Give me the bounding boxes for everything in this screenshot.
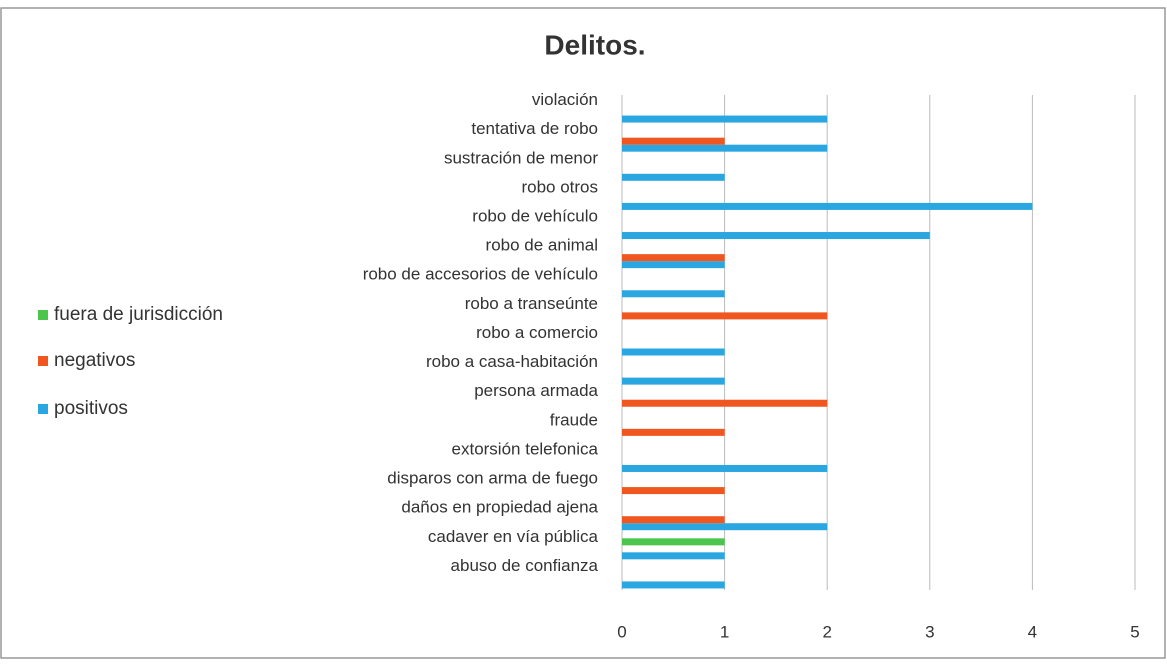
- bar: [622, 312, 828, 320]
- y-tick-label: fraude: [550, 410, 598, 429]
- y-tick-label: sustración de menor: [444, 148, 598, 167]
- bar: [622, 516, 725, 524]
- bar: [622, 137, 725, 145]
- bar: [622, 290, 725, 298]
- legend-swatch: [38, 310, 48, 320]
- bar: [622, 144, 828, 152]
- y-tick-label: cadaver en vía pública: [428, 527, 599, 546]
- chart-title: Delitos.: [544, 29, 645, 60]
- y-tick-label: abuso de confianza: [451, 556, 599, 575]
- y-tick-label: violación: [532, 90, 598, 109]
- bar: [622, 348, 725, 356]
- x-tick-label: 4: [1028, 622, 1037, 641]
- x-tick-label: 1: [720, 622, 729, 641]
- x-tick-label: 5: [1130, 622, 1139, 641]
- bar: [622, 377, 725, 385]
- y-tick-label: disparos con arma de fuego: [387, 469, 598, 488]
- y-tick-label: extorsión telefonica: [452, 439, 599, 458]
- bar: [622, 581, 725, 589]
- bar: [622, 487, 725, 495]
- x-tick-label: 0: [617, 622, 626, 641]
- legend-label: positivos: [54, 398, 128, 419]
- y-tick-label: robo a comercio: [476, 323, 598, 342]
- bar: [622, 232, 930, 240]
- bar: [622, 261, 725, 269]
- bar: [622, 399, 828, 407]
- legend-swatch: [38, 404, 48, 414]
- bar: [622, 538, 725, 546]
- bar: [622, 115, 828, 123]
- y-tick-label: daños en propiedad ajena: [401, 498, 598, 517]
- legend-swatch: [38, 356, 48, 366]
- y-tick-label: tentativa de robo: [471, 119, 598, 138]
- y-tick-label: robo otros: [521, 177, 598, 196]
- bar: [622, 254, 725, 262]
- chart-frame: [0, 7, 1166, 659]
- y-tick-label: robo a transeúnte: [465, 294, 598, 313]
- y-tick-label: robo de accesorios de vehículo: [363, 265, 598, 284]
- bar: [622, 202, 1033, 210]
- x-tick-label: 3: [925, 622, 934, 641]
- y-tick-label: persona armada: [474, 381, 598, 400]
- bar: [622, 552, 725, 560]
- bar: [622, 173, 725, 181]
- legend-label: fuera de jurisdicción: [54, 304, 223, 325]
- y-tick-label: robo de animal: [486, 236, 598, 255]
- y-tick-label: robo de vehículo: [472, 207, 598, 226]
- legend-label: negativos: [54, 350, 135, 371]
- x-tick-label: 2: [822, 622, 831, 641]
- bar: [622, 428, 725, 436]
- y-tick-label: robo a casa-habitación: [426, 352, 598, 371]
- bar: [622, 523, 828, 531]
- bar: [622, 464, 828, 472]
